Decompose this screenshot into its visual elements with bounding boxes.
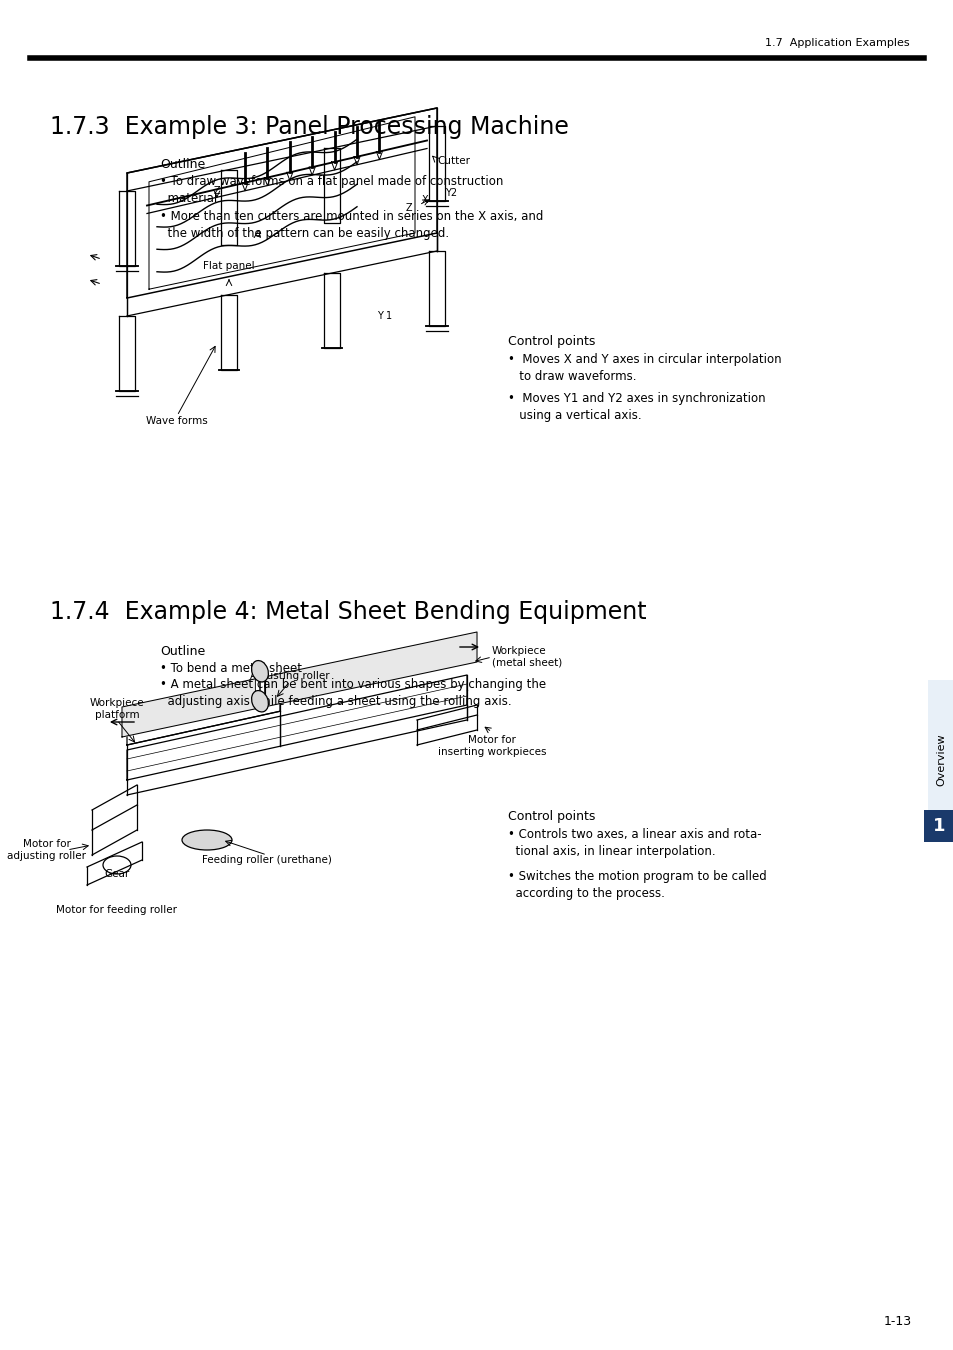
Text: Feeding roller (urethane): Feeding roller (urethane) bbox=[202, 855, 332, 865]
Text: Workpiece
(metal sheet): Workpiece (metal sheet) bbox=[492, 647, 561, 668]
Text: X: X bbox=[421, 194, 428, 205]
Text: 1.7  Application Examples: 1.7 Application Examples bbox=[764, 38, 909, 49]
Text: Motor for
adjusting roller: Motor for adjusting roller bbox=[8, 840, 87, 861]
Bar bbox=[927, 680, 953, 840]
Text: Z: Z bbox=[213, 185, 220, 196]
Text: Wave forms: Wave forms bbox=[146, 416, 208, 427]
Text: Outline: Outline bbox=[160, 645, 205, 657]
Bar bbox=[923, 810, 953, 842]
Text: Y 1: Y 1 bbox=[376, 310, 392, 321]
Text: Y2: Y2 bbox=[444, 188, 456, 198]
Text: • To bend a metal sheet: • To bend a metal sheet bbox=[160, 662, 302, 675]
Text: • Switches the motion program to be called
  according to the process.: • Switches the motion program to be call… bbox=[507, 869, 766, 900]
Text: Control points: Control points bbox=[507, 810, 595, 824]
Text: 1.7.4  Example 4: Metal Sheet Bending Equipment: 1.7.4 Example 4: Metal Sheet Bending Equ… bbox=[50, 599, 646, 624]
Text: • Controls two axes, a linear axis and rota-
  tional axis, in linear interpolat: • Controls two axes, a linear axis and r… bbox=[507, 828, 760, 859]
Text: Gear: Gear bbox=[104, 869, 130, 879]
Text: 1.7.3  Example 3: Panel Processing Machine: 1.7.3 Example 3: Panel Processing Machin… bbox=[50, 115, 568, 139]
Text: • A metal sheet can be bent into various shapes by changing the
  adjusting axis: • A metal sheet can be bent into various… bbox=[160, 678, 545, 707]
Text: Flat panel: Flat panel bbox=[203, 261, 254, 271]
Text: • More than ten cutters are mounted in series on the X axis, and
  the width of : • More than ten cutters are mounted in s… bbox=[160, 211, 543, 240]
Text: 1-13: 1-13 bbox=[882, 1315, 911, 1328]
Text: Cutter: Cutter bbox=[436, 155, 470, 166]
Polygon shape bbox=[122, 632, 476, 737]
Text: Control points: Control points bbox=[507, 335, 595, 348]
Text: Motor for
inserting workpieces: Motor for inserting workpieces bbox=[437, 734, 546, 756]
Text: Overview: Overview bbox=[935, 733, 945, 786]
Ellipse shape bbox=[182, 830, 232, 850]
Text: •  Moves X and Y axes in circular interpolation
   to draw waveforms.: • Moves X and Y axes in circular interpo… bbox=[507, 352, 781, 383]
Text: Z: Z bbox=[405, 202, 412, 213]
Text: A: A bbox=[253, 231, 260, 240]
Text: 1: 1 bbox=[932, 817, 944, 836]
Text: Adjusting roller: Adjusting roller bbox=[250, 671, 330, 682]
Text: Workpiece
platform: Workpiece platform bbox=[90, 698, 144, 720]
Text: Outline: Outline bbox=[160, 158, 205, 171]
Ellipse shape bbox=[252, 660, 268, 682]
Text: Motor for feeding roller: Motor for feeding roller bbox=[56, 904, 177, 915]
Ellipse shape bbox=[252, 691, 268, 711]
Text: • To draw waveforms on a flat panel made of construction
  material.: • To draw waveforms on a flat panel made… bbox=[160, 176, 503, 205]
Text: •  Moves Y1 and Y2 axes in synchronization
   using a vertical axis.: • Moves Y1 and Y2 axes in synchronizatio… bbox=[507, 392, 765, 423]
